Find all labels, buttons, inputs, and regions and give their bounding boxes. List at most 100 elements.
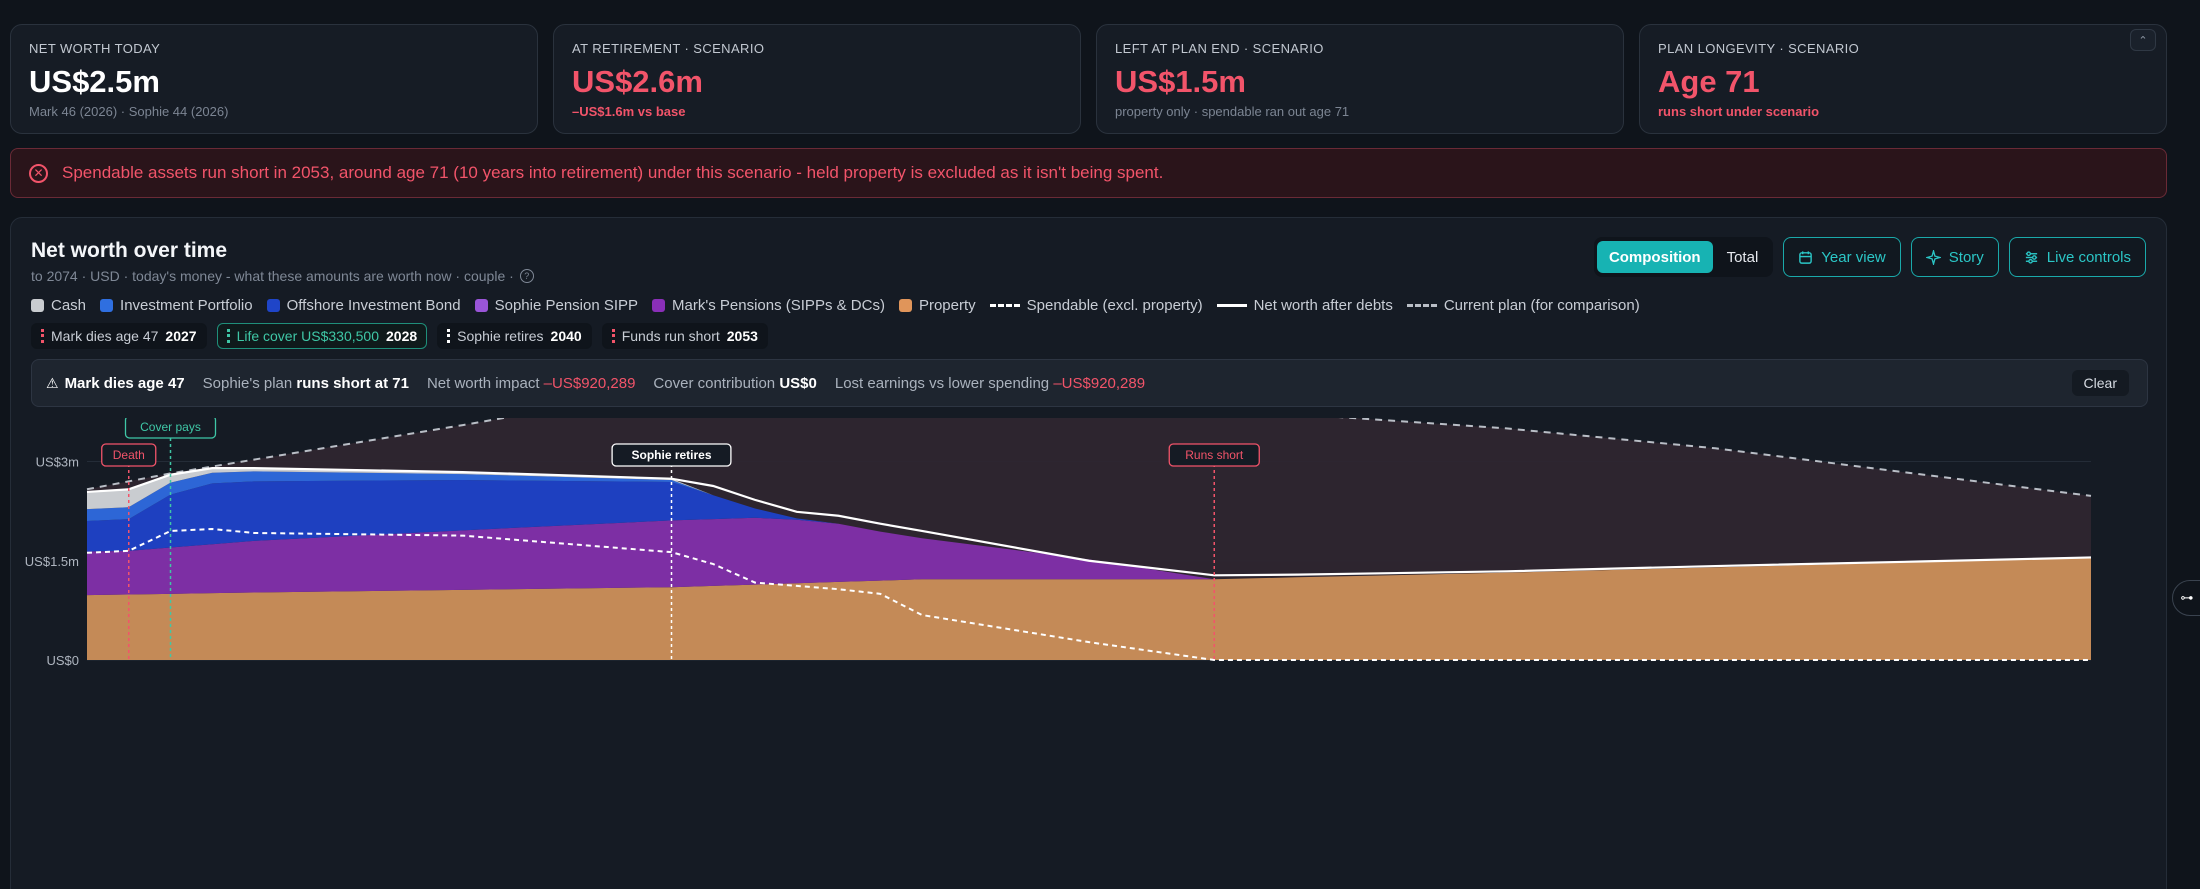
legend-label: Current plan (for comparison) [1443, 297, 1640, 314]
area-mark-s-pensions-sipps-dcs- [87, 517, 2091, 596]
card-value: US$2.5m [29, 64, 160, 99]
area-property [87, 557, 2091, 660]
year-view-label: Year view [1821, 248, 1886, 266]
calendar-icon [1799, 250, 1813, 264]
chart-toolbar: Composition Total Year view Story Live c… [1593, 237, 2146, 277]
sliders-icon [2025, 250, 2037, 264]
event-label: Sophie retires [457, 328, 544, 344]
impact-nw-label: Net worth impact [426, 374, 540, 392]
view-toggle: Composition Total [1593, 237, 1774, 277]
live-controls-button[interactable]: Live controls [2008, 237, 2146, 277]
marker-label: Sophie retires [631, 448, 711, 462]
legend-swatch [652, 299, 666, 312]
legend-swatch [31, 299, 44, 312]
composition-toggle[interactable]: Composition [1596, 241, 1713, 273]
legend-label: Investment Portfolio [120, 297, 253, 314]
legend-line-solid [1216, 304, 1247, 307]
y-tick-label: US$3m [36, 455, 79, 470]
card-plan-longevity: PLAN LONGEVITY · SCENARIO Age 71 runs sh… [1639, 24, 2167, 134]
impact-plan-label: Sophie's plan [202, 374, 293, 392]
event-marker [611, 329, 615, 343]
alert-text: Spendable assets run short in 2053, arou… [62, 163, 1164, 182]
chart-legend: Cash Investment Portfolio Offshore Inves… [31, 297, 1640, 314]
card-label: AT RETIREMENT · SCENARIO [572, 41, 765, 56]
legend-item-mark-pensions[interactable]: Mark's Pensions (SIPPs & DCs) [652, 297, 885, 314]
legend-label: Sophie Pension SIPP [494, 297, 639, 314]
impact-cover-label: Cover contribution [653, 374, 776, 392]
story-button[interactable]: Story [1910, 237, 1999, 277]
impact-plan: Sophie's plan runs short at 71 [203, 375, 409, 392]
legend-label: Property [918, 297, 976, 314]
legend-label: Net worth after debts [1253, 297, 1393, 314]
card-value: US$2.6m [572, 64, 703, 99]
event-chip-life-cover[interactable]: Life cover US$330,500 2028 [216, 323, 428, 349]
event-marker [41, 329, 44, 343]
event-label: Life cover US$330,500 [236, 328, 379, 344]
warning-icon: ⚠ [46, 374, 59, 391]
legend-item-cash[interactable]: Cash [31, 297, 86, 314]
legend-swatch [898, 299, 912, 312]
y-tick-label: US$1.5m [25, 554, 79, 569]
year-view-button[interactable]: Year view [1783, 237, 1901, 277]
legend-label: Offshore Investment Bond [286, 297, 461, 314]
legend-item-spendable[interactable]: Spendable (excl. property) [989, 297, 1203, 314]
legend-item-current-plan[interactable]: Current plan (for comparison) [1406, 297, 1640, 314]
event-label: Mark dies age 47 [51, 328, 159, 344]
impact-plan-value: runs short at 71 [296, 374, 409, 392]
legend-item-sophie-sipp[interactable]: Sophie Pension SIPP [474, 297, 639, 314]
legend-item-offshore-bond[interactable]: Offshore Investment Bond [266, 297, 461, 314]
collapse-cards-button[interactable]: ⌃ [2130, 29, 2156, 51]
event-year: 2028 [386, 328, 418, 344]
event-chip-mark-dies[interactable]: Mark dies age 47 2027 [31, 323, 207, 349]
card-sub: property only · spendable ran out age 71 [1115, 104, 1350, 119]
story-label: Story [1948, 248, 1984, 266]
impact-nw-value: –US$920,289 [543, 374, 636, 392]
clear-scenario-button[interactable]: Clear [2071, 370, 2129, 396]
event-year: 2027 [165, 328, 197, 344]
event-chip-sophie-retires[interactable]: Sophie retires 2040 [437, 323, 592, 349]
impact-lost: Lost earnings vs lower spending –US$920,… [835, 375, 1145, 392]
event-marker [226, 329, 230, 343]
event-marker [447, 329, 451, 343]
impact-cover-value: US$0 [779, 374, 817, 392]
marker-label-box [1168, 443, 1260, 467]
event-label: Funds run short [621, 328, 720, 344]
marker-label-box [124, 418, 217, 439]
summary-cards: NET WORTH TODAY US$2.5m Mark 46 (2026) ·… [10, 24, 2167, 134]
card-sub: Mark 46 (2026) · Sophie 44 (2026) [29, 104, 229, 119]
marker-label: Death [113, 448, 145, 462]
card-sub: runs short under scenario [1658, 104, 1820, 119]
card-value: US$1.5m [1115, 64, 1246, 99]
help-icon[interactable]: ? [519, 269, 534, 283]
y-tick-label: US$0 [46, 653, 79, 668]
legend-item-investment-portfolio[interactable]: Investment Portfolio [100, 297, 253, 314]
total-toggle[interactable]: Total [1726, 248, 1759, 266]
card-label: LEFT AT PLAN END · SCENARIO [1115, 41, 1324, 56]
sparkle-icon [1925, 249, 1941, 265]
panel-subtitle: to 2074 · USD · today's money - what the… [31, 268, 534, 284]
legend-label: Cash [51, 297, 87, 314]
panel-subtitle-text: to 2074 · USD · today's money - what the… [31, 268, 514, 284]
live-controls-label: Live controls [2046, 248, 2131, 266]
event-chip-funds-run-short[interactable]: Funds run short 2053 [601, 323, 768, 349]
legend-swatch [100, 299, 114, 312]
legend-swatch [474, 299, 488, 312]
card-net-worth-today: NET WORTH TODAY US$2.5m Mark 46 (2026) ·… [10, 24, 538, 134]
card-sub: –US$1.6m vs base [572, 104, 686, 119]
card-value: Age 71 [1658, 64, 1760, 99]
marker-label: Cover pays [140, 420, 201, 434]
legend-item-property[interactable]: Property [898, 297, 976, 314]
legend-swatch [266, 299, 280, 312]
event-year: 2053 [726, 328, 758, 344]
scenario-impact-bar: ⚠ Mark dies age 47 Sophie's plan runs sh… [31, 359, 2148, 407]
panel-title: Net worth over time [31, 239, 228, 262]
card-left-at-plan-end: LEFT AT PLAN END · SCENARIO US$1.5m prop… [1096, 24, 1624, 134]
side-drawer-toggle[interactable]: ⊶ [2172, 580, 2200, 616]
impact-title-group: ⚠ Mark dies age 47 [46, 375, 185, 392]
legend-label: Mark's Pensions (SIPPs & DCs) [672, 297, 885, 314]
card-label: NET WORTH TODAY [29, 41, 161, 56]
marker-label: Runs short [1185, 448, 1244, 462]
impact-lost-value: –US$920,289 [1053, 374, 1146, 392]
legend-item-net-worth[interactable]: Net worth after debts [1216, 297, 1393, 314]
